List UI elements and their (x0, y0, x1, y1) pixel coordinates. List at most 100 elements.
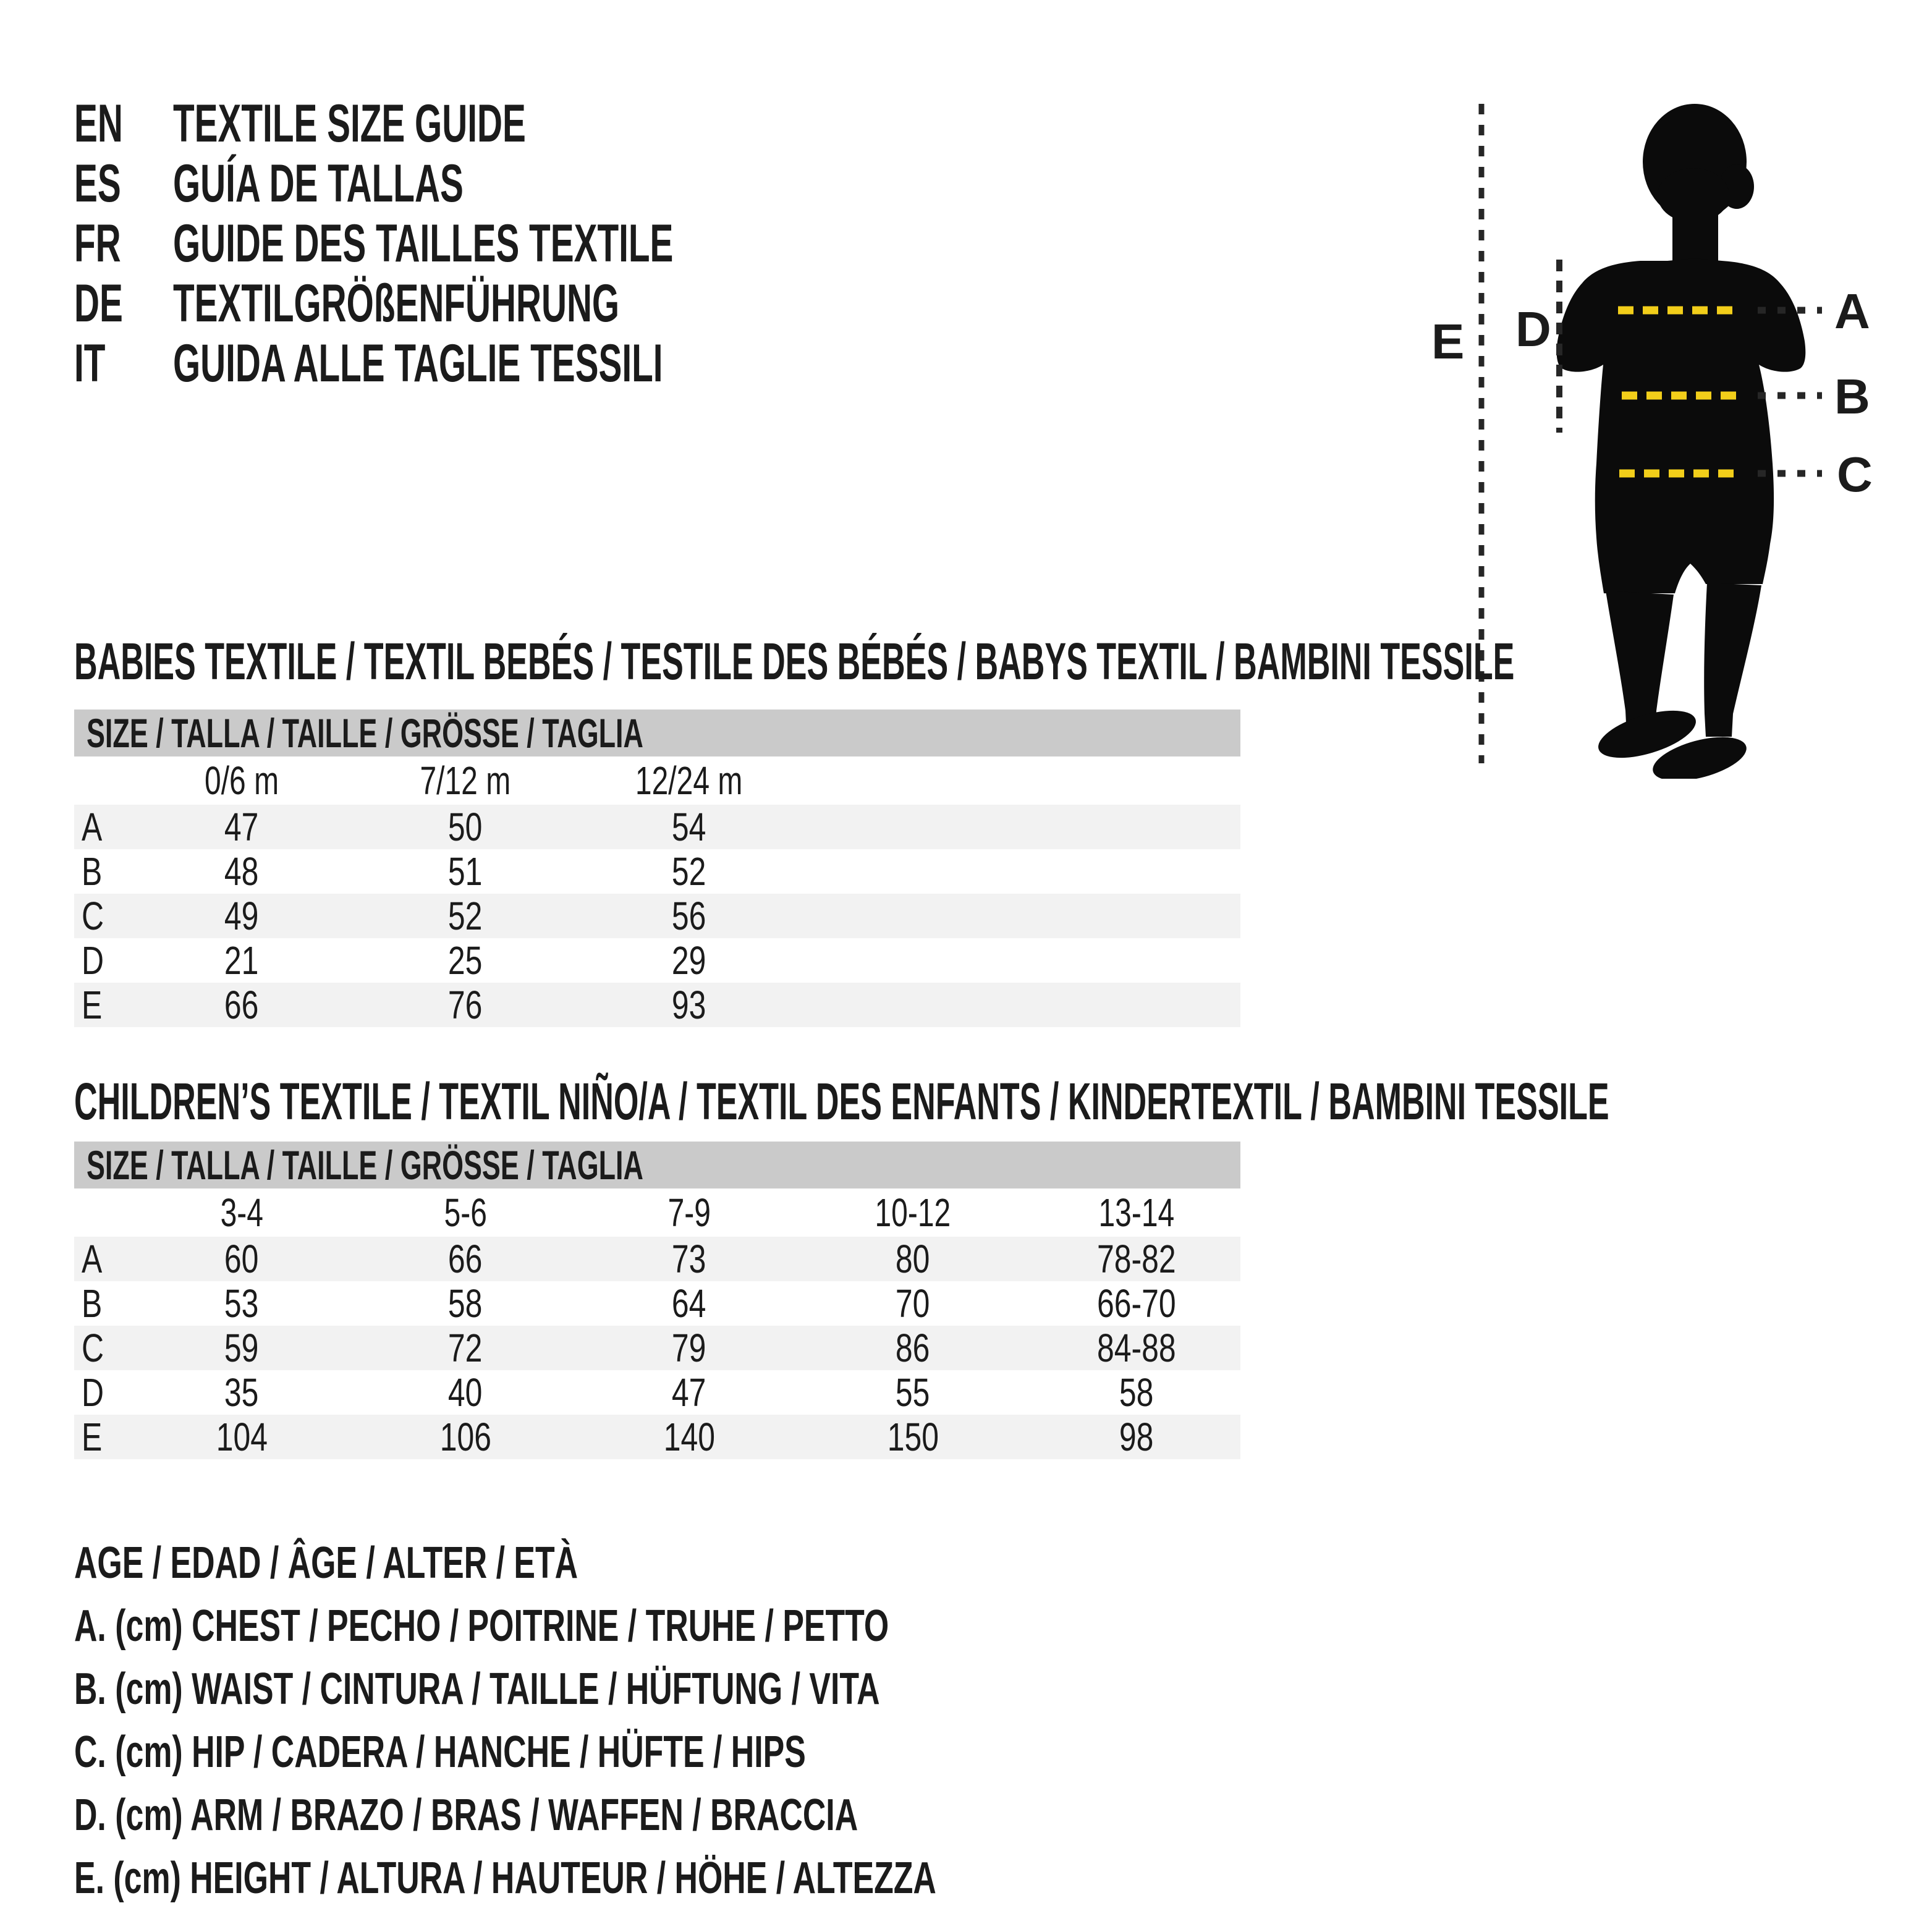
row-label: E (82, 983, 103, 1027)
cell-value: 35 (224, 1370, 259, 1415)
language-row-fr: FR GUIDE DES TAILLES TEXTILE (74, 214, 931, 274)
column-header: 7-9 (667, 1190, 711, 1235)
column-header: 12/24 m (635, 758, 743, 803)
row-label: A (82, 805, 103, 849)
column-header: 10-12 (875, 1190, 951, 1235)
language-code: DE (74, 274, 123, 333)
language-title: GUIDE DES TAILLES TEXTILE (173, 214, 674, 273)
language-row-en: EN TEXTILE SIZE GUIDE (74, 94, 931, 154)
child-silhouette-figure: A B C D E (1431, 104, 1873, 781)
cell-value: 150 (887, 1415, 939, 1459)
cell-value: 21 (224, 938, 259, 983)
cell-value: 66-70 (1097, 1281, 1176, 1326)
cell-value: 54 (672, 805, 706, 849)
cell-value: 56 (672, 894, 706, 938)
babies-size-table: SIZE / TALLA / TAILLE / GRÖSSE / TAGLIA … (74, 710, 1240, 1027)
column-header: 13-14 (1098, 1190, 1175, 1235)
cell-value: 59 (224, 1326, 259, 1370)
babies-column-headers: 0/6 m 7/12 m 12/24 m (74, 756, 1240, 805)
children-section-title: CHILDREN’S TEXTILE / TEXTIL NIÑO/A / TEX… (74, 1072, 1609, 1130)
legend-line-height: E. (cm) HEIGHT / ALTURA / HAUTEUR / HÖHE… (74, 1854, 936, 1903)
language-title: GUIDA ALLE TAGLIE TESSILI (173, 334, 663, 393)
legend-line-hip: C. (cm) HIP / CADERA / HANCHE / HÜFTE / … (74, 1727, 806, 1777)
cell-value: 84-88 (1097, 1326, 1176, 1370)
cell-value: 66 (448, 1237, 483, 1281)
cell-value: 55 (896, 1370, 930, 1415)
cell-value: 52 (448, 894, 483, 938)
waist-label-b: B (1834, 369, 1870, 424)
cell-value: 47 (672, 1370, 706, 1415)
arm-label-d: D (1515, 302, 1551, 357)
children-column-headers: 3-4 5-6 7-9 10-12 13-14 (74, 1188, 1240, 1237)
cell-value: 106 (439, 1415, 491, 1459)
measurement-diagram: A B C D E (1409, 93, 1932, 781)
language-title-block: EN TEXTILE SIZE GUIDE ES GUÍA DE TALLAS … (74, 94, 931, 394)
cell-value: 78-82 (1097, 1237, 1176, 1281)
column-header: 0/6 m (204, 758, 279, 803)
language-code: ES (74, 154, 121, 213)
cell-value: 70 (896, 1281, 930, 1326)
chest-label-a: A (1834, 284, 1870, 339)
row-label: D (82, 1370, 104, 1415)
row-label: C (82, 1326, 104, 1370)
table-row: C 49 52 56 (74, 894, 1240, 938)
column-header: 7/12 m (420, 758, 511, 803)
language-code: EN (74, 94, 123, 153)
table-row: D 21 25 29 (74, 938, 1240, 983)
language-title: TEXTILE SIZE GUIDE (173, 94, 526, 153)
column-header: 3-4 (220, 1190, 263, 1235)
cell-value: 104 (216, 1415, 268, 1459)
cell-value: 48 (224, 849, 259, 894)
language-code: FR (74, 214, 121, 273)
language-row-it: IT GUIDA ALLE TAGLIE TESSILI (74, 334, 931, 394)
table-row: A 60 66 73 80 78-82 (74, 1237, 1240, 1281)
row-label: C (82, 894, 104, 938)
legend-line-age: AGE / EDAD / ÂGE / ALTER / ETÀ (74, 1538, 578, 1588)
cell-value: 98 (1119, 1415, 1154, 1459)
hip-label-c: C (1837, 447, 1873, 502)
row-label: A (82, 1237, 103, 1281)
cell-value: 53 (224, 1281, 259, 1326)
cell-value: 50 (448, 805, 483, 849)
children-size-header: SIZE / TALLA / TAILLE / GRÖSSE / TAGLIA (74, 1142, 1240, 1188)
table-row: A 47 50 54 (74, 805, 1240, 849)
cell-value: 80 (896, 1237, 930, 1281)
cell-value: 76 (448, 983, 483, 1027)
cell-value: 72 (448, 1326, 483, 1370)
cell-value: 66 (224, 983, 259, 1027)
cell-value: 60 (224, 1237, 259, 1281)
table-row: E 104 106 140 150 98 (74, 1415, 1240, 1459)
table-row: E 66 76 93 (74, 983, 1240, 1027)
row-label: E (82, 1415, 103, 1459)
cell-value: 79 (672, 1326, 706, 1370)
cell-value: 29 (672, 938, 706, 983)
cell-value: 93 (672, 983, 706, 1027)
row-label: D (82, 938, 104, 983)
cell-value: 25 (448, 938, 483, 983)
babies-section-title: BABIES TEXTILE / TEXTIL BEBÉS / TESTILE … (74, 632, 1515, 690)
legend-line-chest: A. (cm) CHEST / PECHO / POITRINE / TRUHE… (74, 1601, 889, 1651)
table-row: B 53 58 64 70 66-70 (74, 1281, 1240, 1326)
legend-line-arm: D. (cm) ARM / BRAZO / BRAS / WAFFEN / BR… (74, 1790, 858, 1840)
height-label-e: E (1431, 314, 1464, 369)
language-row-de: DE TEXTILGRÖßENFÜHRUNG (74, 274, 931, 334)
measurement-legend: AGE / EDAD / ÂGE / ALTER / ETÀ A. (cm) C… (74, 1532, 1271, 1910)
legend-line-waist: B. (cm) WAIST / CINTURA / TAILLE / HÜFTU… (74, 1664, 880, 1714)
language-title: TEXTILGRÖßENFÜHRUNG (173, 274, 620, 333)
table-row: B 48 51 52 (74, 849, 1240, 894)
table-row: C 59 72 79 86 84-88 (74, 1326, 1240, 1370)
table-row: D 35 40 47 55 58 (74, 1370, 1240, 1415)
language-code: IT (74, 334, 106, 393)
cell-value: 49 (224, 894, 259, 938)
cell-value: 51 (448, 849, 483, 894)
children-size-table: SIZE / TALLA / TAILLE / GRÖSSE / TAGLIA … (74, 1142, 1240, 1459)
language-row-es: ES GUÍA DE TALLAS (74, 154, 931, 214)
cell-value: 58 (448, 1281, 483, 1326)
column-header: 5-6 (444, 1190, 487, 1235)
babies-size-header: SIZE / TALLA / TAILLE / GRÖSSE / TAGLIA (74, 710, 1240, 756)
cell-value: 58 (1119, 1370, 1154, 1415)
cell-value: 73 (672, 1237, 706, 1281)
cell-value: 64 (672, 1281, 706, 1326)
language-title: GUÍA DE TALLAS (173, 154, 464, 213)
cell-value: 140 (663, 1415, 715, 1459)
